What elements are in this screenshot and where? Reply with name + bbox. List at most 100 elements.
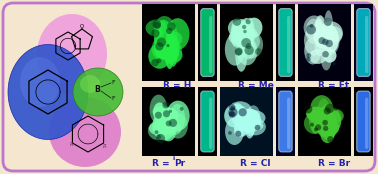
Circle shape: [169, 119, 177, 127]
Ellipse shape: [245, 33, 260, 50]
Ellipse shape: [149, 122, 166, 135]
Ellipse shape: [153, 102, 166, 122]
FancyBboxPatch shape: [209, 16, 212, 73]
Text: R = H: R = H: [163, 81, 192, 90]
Ellipse shape: [154, 16, 175, 41]
Ellipse shape: [49, 97, 121, 167]
Ellipse shape: [247, 105, 260, 126]
Ellipse shape: [225, 33, 245, 66]
Ellipse shape: [245, 110, 265, 125]
Text: R = Et: R = Et: [318, 81, 349, 90]
Circle shape: [152, 20, 161, 28]
Circle shape: [322, 51, 329, 58]
Ellipse shape: [167, 24, 177, 44]
FancyBboxPatch shape: [354, 87, 373, 156]
Ellipse shape: [234, 120, 243, 136]
Circle shape: [241, 38, 251, 48]
Ellipse shape: [314, 26, 333, 49]
Ellipse shape: [170, 49, 183, 62]
Circle shape: [255, 48, 262, 55]
Ellipse shape: [166, 101, 190, 131]
Circle shape: [239, 108, 247, 116]
Ellipse shape: [323, 26, 339, 53]
Ellipse shape: [231, 21, 240, 47]
Ellipse shape: [153, 106, 173, 117]
FancyBboxPatch shape: [287, 16, 290, 73]
Circle shape: [180, 107, 184, 111]
Ellipse shape: [238, 109, 261, 132]
Ellipse shape: [152, 38, 169, 59]
Ellipse shape: [160, 121, 176, 141]
Text: i: i: [173, 156, 175, 160]
Ellipse shape: [154, 20, 173, 51]
Ellipse shape: [80, 75, 100, 93]
Ellipse shape: [20, 57, 60, 107]
Ellipse shape: [316, 119, 339, 137]
Ellipse shape: [322, 18, 334, 49]
Ellipse shape: [237, 106, 248, 136]
Ellipse shape: [321, 104, 331, 129]
FancyBboxPatch shape: [298, 87, 351, 156]
Ellipse shape: [246, 18, 262, 38]
Ellipse shape: [314, 37, 325, 56]
Text: R: R: [103, 144, 107, 148]
Ellipse shape: [236, 24, 245, 39]
Circle shape: [154, 22, 161, 29]
FancyBboxPatch shape: [365, 16, 369, 73]
Ellipse shape: [149, 44, 171, 69]
Ellipse shape: [235, 114, 254, 135]
Ellipse shape: [163, 44, 177, 64]
Ellipse shape: [231, 103, 245, 125]
Ellipse shape: [155, 112, 175, 134]
Ellipse shape: [313, 19, 324, 47]
Ellipse shape: [146, 20, 167, 37]
FancyBboxPatch shape: [198, 87, 217, 156]
Text: R = Me: R = Me: [238, 81, 274, 90]
FancyBboxPatch shape: [142, 87, 195, 156]
Ellipse shape: [73, 68, 123, 116]
Ellipse shape: [324, 26, 342, 42]
FancyBboxPatch shape: [279, 9, 292, 76]
Circle shape: [242, 25, 246, 29]
Circle shape: [334, 107, 338, 111]
Circle shape: [167, 22, 176, 31]
Circle shape: [229, 111, 235, 118]
Ellipse shape: [166, 18, 189, 50]
Circle shape: [235, 131, 241, 137]
Circle shape: [228, 108, 238, 117]
Ellipse shape: [237, 118, 251, 129]
Circle shape: [230, 106, 235, 111]
Circle shape: [318, 37, 325, 44]
Ellipse shape: [229, 29, 251, 46]
Ellipse shape: [245, 116, 255, 139]
Ellipse shape: [322, 104, 334, 117]
FancyBboxPatch shape: [220, 87, 273, 156]
Ellipse shape: [317, 98, 330, 128]
Ellipse shape: [239, 18, 254, 50]
Ellipse shape: [240, 109, 260, 128]
Ellipse shape: [163, 114, 178, 126]
Circle shape: [166, 120, 172, 126]
Ellipse shape: [168, 32, 182, 46]
Ellipse shape: [154, 27, 164, 59]
Circle shape: [315, 124, 321, 130]
Circle shape: [306, 57, 311, 62]
Ellipse shape: [225, 118, 244, 145]
Ellipse shape: [304, 15, 325, 40]
Ellipse shape: [245, 18, 255, 48]
Circle shape: [332, 62, 336, 66]
Circle shape: [151, 59, 159, 66]
Ellipse shape: [229, 101, 252, 118]
Circle shape: [314, 127, 318, 131]
Circle shape: [246, 43, 252, 49]
FancyBboxPatch shape: [142, 4, 195, 81]
Ellipse shape: [232, 19, 251, 45]
Ellipse shape: [156, 112, 169, 130]
Ellipse shape: [168, 113, 188, 139]
Ellipse shape: [239, 120, 263, 132]
Ellipse shape: [306, 19, 321, 44]
Circle shape: [155, 112, 162, 119]
FancyBboxPatch shape: [201, 9, 214, 76]
Text: F: F: [111, 97, 115, 101]
Text: R: R: [70, 141, 74, 147]
